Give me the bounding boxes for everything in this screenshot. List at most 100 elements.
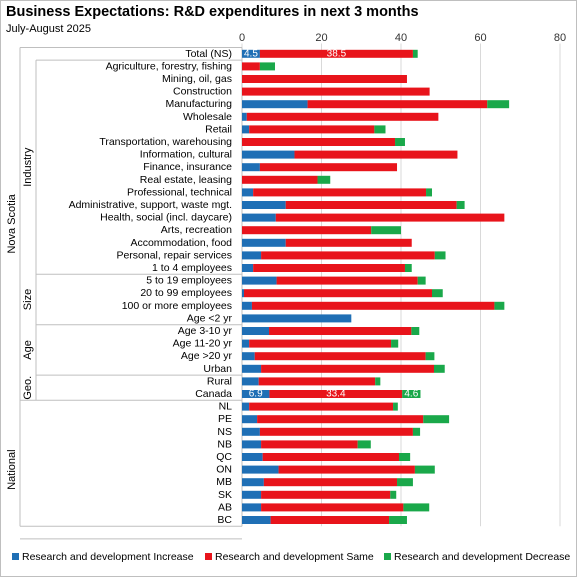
bar-decrease [317,175,331,184]
bar-decrease [423,415,450,424]
bar-decrease [412,49,418,58]
category-label: 20 to 99 employees [140,287,232,299]
outer-group-label: Nova Scotia [6,193,18,253]
bar-increase [242,188,254,197]
category-label: Finance, insurance [143,161,232,173]
bar-same [253,188,427,197]
bar-same [253,264,405,272]
category-label: Rural [207,375,232,387]
bar-decrease [389,516,407,524]
bar-same [261,490,391,499]
category-label: Health, social (incl. daycare) [100,212,232,224]
bar-decrease [432,289,443,298]
bar-decrease [425,352,435,361]
bar-same [242,87,430,96]
bar-decrease [397,478,413,487]
bar-increase [242,415,258,424]
inner-group-label: Age [22,340,34,360]
bar-increase [242,503,262,512]
bar-decrease [414,465,435,474]
bar-same [285,238,412,247]
bar-decrease [374,125,386,134]
bar-decrease [259,62,275,71]
category-label: Age 11-20 yr [173,338,233,350]
category-label: 1 to 4 employees [152,262,232,274]
bar-decrease [494,301,505,310]
bar-same [249,402,394,411]
x-tick-label: 0 [239,32,245,44]
bar-increase [242,440,262,449]
outer-group-label: National [6,449,18,489]
bar-same [242,226,372,235]
inner-group-label: Size [22,289,34,310]
x-tick-label: 80 [554,32,566,44]
bar-same [261,251,435,260]
bar-same [249,125,375,134]
category-label: Arts, recreation [161,224,232,236]
bar-same [257,415,424,424]
bar-decrease [411,327,420,335]
category-label: Information, cultural [140,149,232,161]
bar-increase [242,163,260,172]
bar-same [294,150,458,159]
bar-decrease [417,276,426,285]
category-label: Urban [203,363,232,375]
category-label: 5 to 19 employees [146,275,232,287]
bar-increase [242,251,262,260]
category-label: Canada [195,388,232,400]
data-label: 4.6 [404,389,418,400]
legend-label: Research and development Same [215,551,374,563]
category-label: ON [216,464,232,476]
category-label: SK [218,489,232,501]
bar-decrease [391,339,399,348]
bar-decrease [426,188,433,197]
legend-swatch [384,553,391,560]
bar-same [261,503,404,512]
bar-same [285,201,457,209]
category-label: Retail [205,123,232,135]
bar-increase [242,125,250,134]
bar-same [242,138,396,146]
category-label: Administrative, support, waste mgt. [69,199,232,211]
bar-decrease [393,402,398,411]
bar-same [259,163,398,172]
category-label: NS [217,426,232,438]
bar-same [259,427,413,436]
bar-same [307,100,488,109]
bar-increase [242,213,276,222]
bar-increase [242,276,277,285]
bar-same [259,49,413,58]
bar-increase [242,201,286,209]
bar-increase [242,301,252,310]
bar-increase [242,402,250,411]
bar-same [275,213,505,222]
bar-same [261,364,434,373]
bar-increase [242,327,270,335]
bar-increase [242,49,260,58]
category-label: Age <2 yr [187,312,233,324]
bar-increase [242,100,308,109]
bar-increase [242,150,295,159]
bar-same [242,62,260,71]
inner-group-label: Geo. [22,376,34,400]
bar-same [242,75,407,83]
bar-increase [242,339,250,348]
bar-decrease [357,440,371,449]
category-label: Age 3-10 yr [178,325,233,337]
category-label: Total (NS) [185,48,232,60]
legend-label: Research and development Increase [22,551,194,563]
category-label: NL [219,401,233,413]
category-label: Accommodation, food [130,237,232,249]
bar-same [263,478,398,487]
bar-increase [242,238,286,247]
bar-same [276,276,418,285]
bar-same [261,440,358,449]
bar-decrease [390,490,397,499]
bar-increase [242,516,271,524]
bar-increase [242,264,254,272]
data-label: 38.5 [327,48,347,59]
bar-increase [242,377,259,386]
bar-decrease [412,427,421,436]
category-label: Professional, technical [127,186,232,198]
bar-increase [242,112,247,121]
